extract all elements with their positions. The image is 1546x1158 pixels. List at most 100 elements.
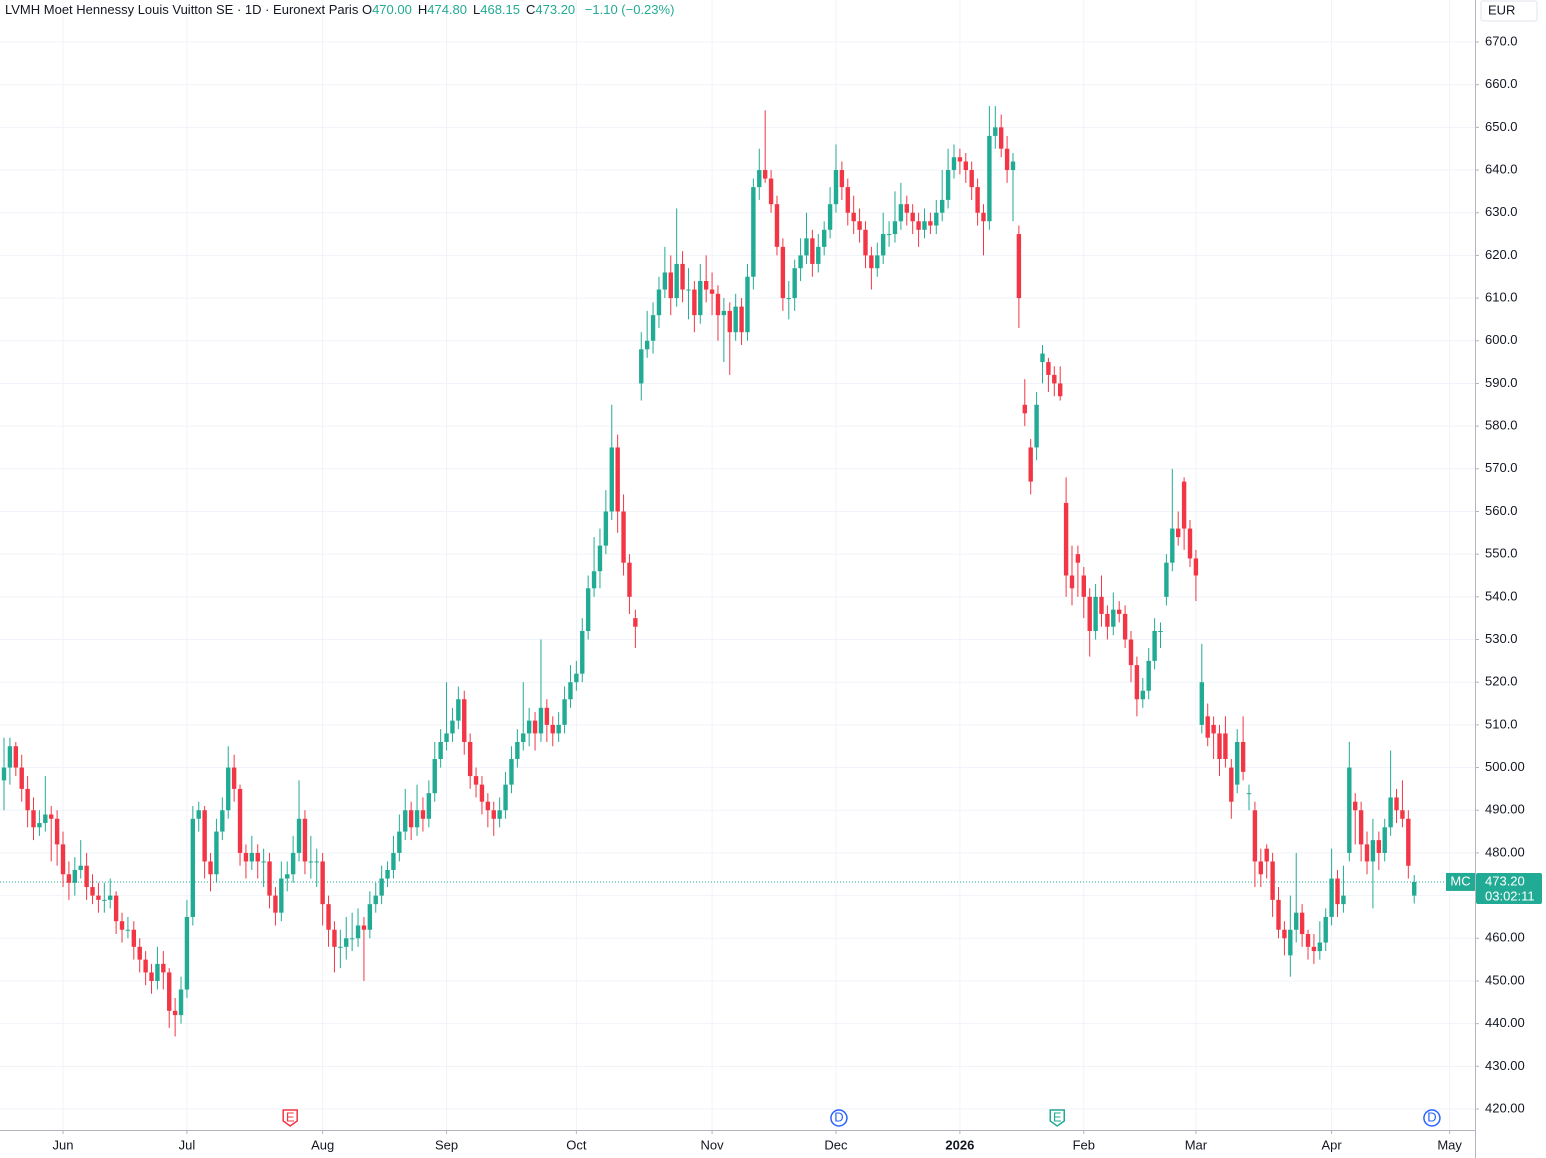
y-tick-label: 630.0 <box>1485 204 1518 219</box>
candle-body <box>143 959 148 973</box>
candle-body <box>1046 362 1051 375</box>
y-tick-label: 580.0 <box>1485 418 1518 433</box>
candle-body <box>391 852 396 870</box>
ohlc-legend: O470.00 H474.80 L468.15 C473.20 <box>362 2 581 17</box>
candle-body <box>379 878 384 896</box>
candle-body <box>1229 767 1234 802</box>
candle-body <box>1052 374 1057 384</box>
candle-body <box>1158 630 1163 632</box>
legend-key: O <box>361 2 373 17</box>
candle-body <box>267 861 272 896</box>
candle-body <box>155 963 160 981</box>
y-tick-label: 530.0 <box>1485 631 1518 646</box>
y-tick-label: 670.0 <box>1485 33 1518 48</box>
candle-body <box>1146 660 1151 691</box>
candle-body <box>1364 844 1370 862</box>
candle-body <box>178 989 184 1016</box>
candle-body <box>1140 690 1146 700</box>
x-tick-label: Mar <box>1185 1137 1208 1152</box>
candle-body <box>562 699 567 725</box>
candle-body <box>31 810 36 828</box>
candle-body <box>1282 929 1287 939</box>
candle-body <box>497 810 502 819</box>
x-tick-label: Feb <box>1073 1137 1095 1152</box>
candle-body <box>1128 639 1134 666</box>
candle-body <box>1400 810 1405 819</box>
countdown-label: 03:02:11 <box>1485 888 1535 903</box>
candle-body <box>1329 878 1334 917</box>
candle-body <box>349 938 355 940</box>
candle-body <box>869 255 874 269</box>
candle-body <box>762 170 768 179</box>
y-tick-label: 640.0 <box>1485 161 1518 176</box>
candle-body <box>1246 793 1252 795</box>
candle-body <box>1299 912 1305 935</box>
candle-body <box>1075 554 1081 563</box>
candle-body <box>355 925 361 939</box>
candle-body <box>1170 528 1175 563</box>
currency-box <box>1480 0 1538 22</box>
change-label: −1.10 (−0.23%) <box>584 2 675 17</box>
candle-body <box>1412 881 1417 896</box>
candle-body <box>910 212 915 222</box>
candle-body <box>875 255 880 269</box>
candle-body <box>78 865 83 870</box>
candle-body <box>491 810 496 819</box>
candle-body <box>161 963 166 973</box>
event-label: D <box>1427 1109 1436 1124</box>
candle-body <box>1093 596 1098 631</box>
candle-body <box>957 157 963 162</box>
candle-body <box>727 310 732 333</box>
candle-body <box>237 788 243 853</box>
candle-body <box>243 852 249 862</box>
candle-body <box>627 562 632 597</box>
candle-body <box>320 861 325 905</box>
candle-body <box>509 759 514 785</box>
y-tick-label: 610.0 <box>1485 290 1518 305</box>
candle-body <box>521 733 526 742</box>
candle-body <box>184 916 190 990</box>
x-tick-label: May <box>1437 1137 1462 1152</box>
candle-body <box>1211 724 1216 734</box>
candle-body <box>668 272 673 299</box>
candle-body <box>1382 827 1387 853</box>
candle-body <box>780 246 786 299</box>
candle-body <box>556 724 561 734</box>
candle-body <box>1335 878 1340 905</box>
candle-body <box>1028 447 1033 482</box>
candle-body <box>1122 613 1128 640</box>
candle-body <box>615 447 620 512</box>
candle-body <box>662 272 668 290</box>
candle-body <box>172 1010 178 1016</box>
candle-body <box>1022 404 1027 414</box>
candle-body <box>963 161 968 171</box>
candle-body <box>515 741 520 760</box>
x-tick-label: Sep <box>435 1137 458 1152</box>
chart-header: LVMH Moet Hennessy Louis Vuitton SE · 1D… <box>5 2 680 17</box>
y-tick-label: 510.0 <box>1485 716 1518 731</box>
candle-body <box>591 571 597 589</box>
candle-body <box>715 293 721 316</box>
candle-body <box>208 861 213 875</box>
currency-label: EUR <box>1488 2 1515 17</box>
y-tick-label: 430.00 <box>1485 1058 1525 1073</box>
candle-body <box>934 212 939 226</box>
candle-body <box>733 306 738 333</box>
candle-body <box>137 946 142 960</box>
candle-body <box>202 810 207 862</box>
candle-body <box>609 447 614 512</box>
event-label: E <box>1053 1109 1062 1124</box>
candle-body <box>751 187 756 277</box>
candle-body <box>568 682 573 700</box>
candle-body <box>1388 797 1393 828</box>
price-box <box>1476 872 1542 904</box>
candle-body <box>84 865 89 888</box>
candle-body <box>1069 575 1075 589</box>
candle-body <box>113 895 119 922</box>
candle-body <box>432 759 437 794</box>
x-tick-label: Jul <box>179 1137 196 1152</box>
candle-body <box>314 861 319 863</box>
candle-body <box>698 281 703 316</box>
